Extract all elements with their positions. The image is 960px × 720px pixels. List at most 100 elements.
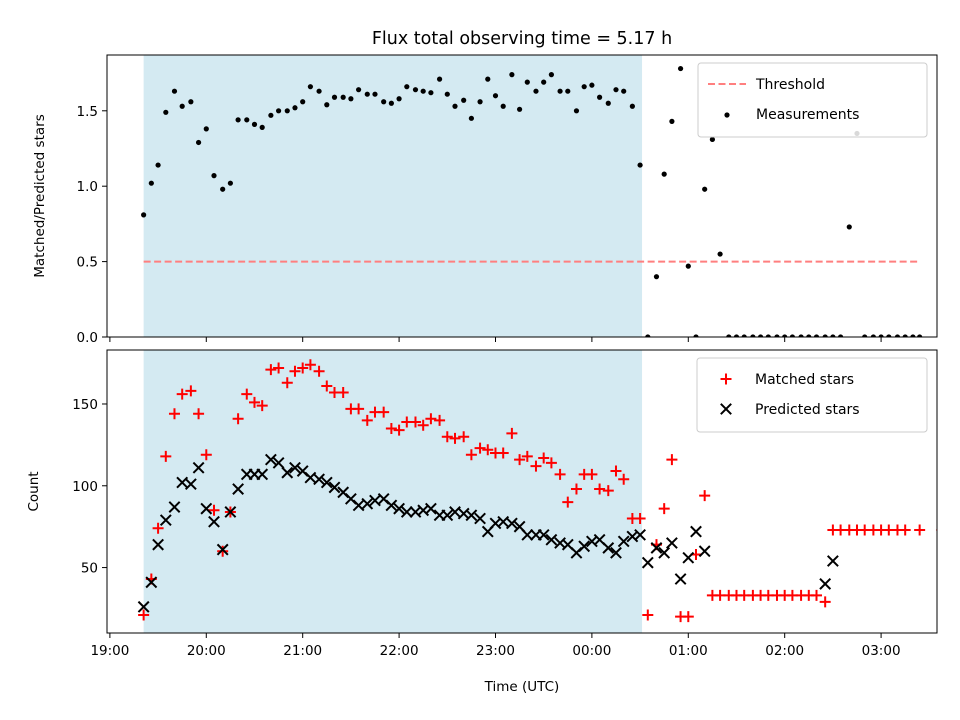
matched-star-marker: [361, 414, 373, 426]
matched-star-marker: [449, 432, 461, 444]
x-tick-label: 22:00: [380, 643, 419, 659]
legend-label: Predicted stars: [755, 402, 860, 418]
measurement-point: [645, 334, 651, 337]
chart-title: Flux total observing time = 5.17 h: [372, 29, 672, 49]
matched-star-marker: [811, 589, 823, 601]
measurement-point: [275, 108, 282, 114]
predicted-star-marker: [208, 515, 220, 528]
matched-star-marker: [618, 473, 630, 485]
matched-star-marker: [176, 388, 188, 400]
predicted-star-marker: [400, 506, 413, 518]
x-tick-label: 20:00: [187, 643, 226, 659]
measurement-point: [548, 72, 555, 78]
measurement-point: [188, 99, 194, 105]
matched-star-marker: [666, 454, 678, 466]
predicted-star-marker: [474, 512, 486, 525]
measurement-point: [436, 76, 443, 82]
measurement-point: [581, 84, 587, 90]
measurement-point: [822, 334, 828, 337]
measurement-point: [605, 100, 611, 106]
matched-star-marker: [185, 385, 197, 397]
matched-star-marker: [441, 431, 453, 443]
measurement-point: [492, 93, 499, 99]
measurement-point: [533, 88, 539, 94]
predicted-star-marker: [224, 506, 237, 518]
measurement-point: [155, 162, 161, 168]
measurement-point: [613, 87, 619, 93]
x-axis-label: Time (UTC): [484, 679, 560, 695]
matched-star-marker: [289, 365, 301, 377]
measurement-point: [340, 94, 346, 100]
legend-matched-swatch: [720, 373, 732, 385]
predicted-star-marker: [505, 517, 518, 530]
measurement-point: [750, 334, 756, 337]
measurement-point: [597, 94, 603, 100]
x-tick-label: 01:00: [669, 643, 708, 659]
matched-star-marker: [353, 403, 365, 415]
measurement-point: [452, 103, 458, 109]
matched-star-marker: [642, 609, 654, 621]
matched-star-marker: [562, 496, 574, 508]
predicted-star-marker: [465, 509, 478, 522]
predicted-star-marker: [641, 556, 654, 569]
matched-star-marker: [217, 545, 229, 557]
matched-star-marker: [465, 449, 477, 461]
x-tick-label: 00:00: [572, 643, 611, 659]
matched-star-marker: [193, 408, 205, 420]
matched-star-marker: [241, 388, 253, 400]
measurement-point: [726, 334, 732, 337]
predicted-star-marker: [361, 497, 374, 510]
measurement-point: [806, 334, 812, 337]
matched-star-marker: [682, 611, 694, 623]
measurement-point: [894, 334, 901, 337]
matched-star-marker: [200, 449, 212, 461]
observing-window-shade: [143, 55, 643, 337]
legend-label: Threshold: [755, 77, 825, 93]
matched-star-marker: [425, 413, 437, 425]
predicted-star-marker: [698, 545, 711, 558]
measurement-point: [509, 72, 515, 78]
measurement-point: [917, 334, 923, 337]
y-tick-label: 50: [81, 561, 98, 577]
measurement-point: [677, 65, 684, 72]
predicted-star-marker: [272, 456, 285, 469]
predicted-star-marker: [578, 540, 591, 553]
measurement-point: [268, 112, 274, 118]
matched-star-marker: [570, 483, 582, 495]
measurement-point: [203, 126, 209, 132]
predicted-star-marker: [232, 483, 245, 495]
matched-star-marker: [610, 465, 622, 477]
measurement-point: [468, 115, 474, 121]
measurement-point: [717, 251, 723, 257]
matched-star-marker: [152, 522, 164, 534]
measurement-point: [733, 334, 740, 337]
measurement-point: [259, 124, 265, 130]
measurement-point: [412, 87, 419, 93]
matched-star-marker: [337, 387, 349, 399]
measurement-point: [251, 121, 258, 127]
matched-star-marker: [506, 427, 518, 439]
predicted-star-marker: [385, 499, 398, 512]
matched-star-marker: [434, 414, 446, 426]
matched-star-marker: [634, 512, 646, 524]
matched-star-marker: [168, 408, 180, 420]
predicted-star-marker: [200, 502, 213, 515]
bottom-panel-counts: 19:00 20:00 21:00 22:00 23:00 00:00 01:00 02:00…: [26, 349, 938, 659]
measurement-point: [404, 84, 410, 90]
legend-label: Matched stars: [755, 372, 854, 388]
x-tick-label: 19:00: [90, 643, 129, 659]
measurement-point: [573, 108, 580, 114]
predicted-star-marker: [602, 542, 615, 554]
measurement-point: [693, 334, 699, 337]
observing-window-shade: [143, 350, 643, 633]
measurement-point: [179, 103, 185, 109]
matched-star-marker: [232, 413, 244, 425]
measurement-point: [364, 91, 370, 97]
measurement-point: [653, 274, 660, 280]
measurement-point: [789, 334, 795, 337]
measurement-point: [324, 102, 330, 108]
measurement-point: [830, 334, 836, 337]
matched-star-marker: [321, 380, 333, 392]
measurement-point: [757, 334, 764, 337]
x-tick-label: 23:00: [476, 643, 515, 659]
